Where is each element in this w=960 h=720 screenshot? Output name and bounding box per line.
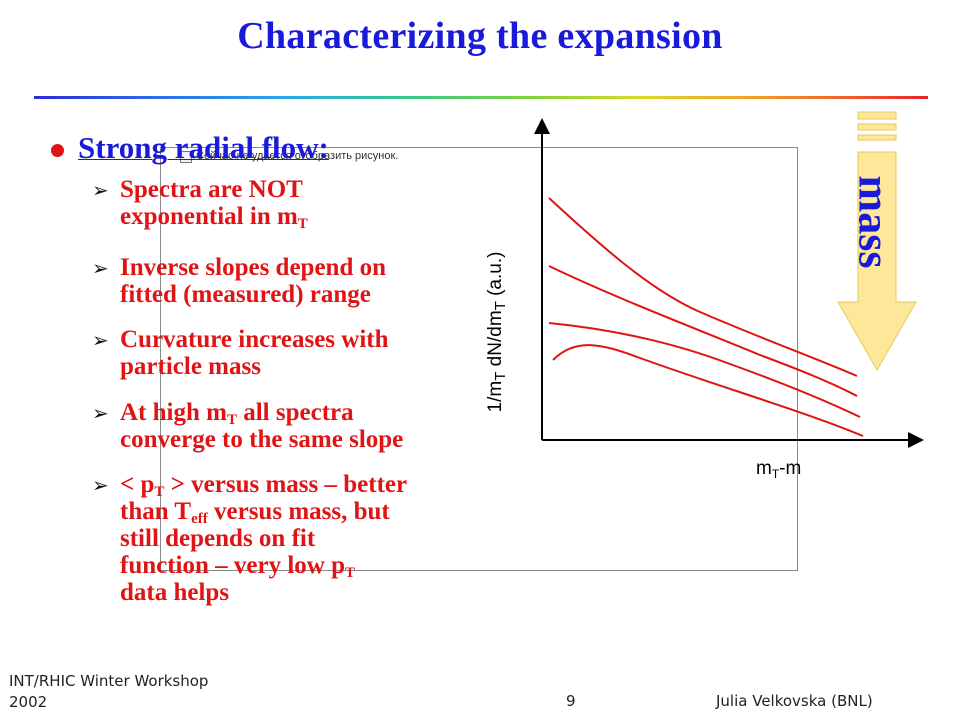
spectrum-curve-light (548, 197, 858, 377)
arrow-bullet-icon: ➢ (92, 256, 109, 280)
image-placeholder-text: Сейчас не удается отобразить рисунок. (196, 150, 399, 162)
image-placeholder-frame (160, 147, 798, 571)
spectrum-curve-heavy (548, 322, 861, 418)
mass-arrow (837, 111, 917, 372)
main-bullet: Strong radial flow: (78, 130, 329, 165)
x-axis-label: mT-m (756, 458, 802, 481)
broken-image-icon (180, 151, 192, 163)
arrow-bullet-icon: ➢ (92, 401, 109, 425)
bullet-curvature: Curvature increases with particle mass (120, 326, 389, 380)
bullet-spectra: Spectra are NOT exponential in mT (120, 176, 308, 232)
bullet-inverse-slopes: Inverse slopes depend on fitted (measure… (120, 254, 387, 308)
arrow-bullet-icon: ➢ (92, 178, 109, 202)
arrow-bullet-icon: ➢ (92, 328, 109, 352)
spectrum-curve-medium (548, 265, 858, 397)
bullet-mean-pt: < pT > versus mass – better than Teff ve… (120, 471, 408, 606)
bullet-dot-icon (51, 144, 64, 157)
slide-title: Characterizing the expansion (237, 15, 723, 57)
footer-author: Julia Velkovska (BNL) (716, 692, 873, 710)
page-number: 9 (566, 692, 576, 710)
spectrum-curve-heaviest (552, 344, 864, 437)
title-divider (34, 96, 928, 99)
arrow-bullet-icon: ➢ (92, 473, 109, 497)
bullet-high-mt: At high mT all spectra converge to the s… (120, 399, 404, 453)
footer-event: INT/RHIC Winter Workshop 2002 (9, 672, 209, 711)
